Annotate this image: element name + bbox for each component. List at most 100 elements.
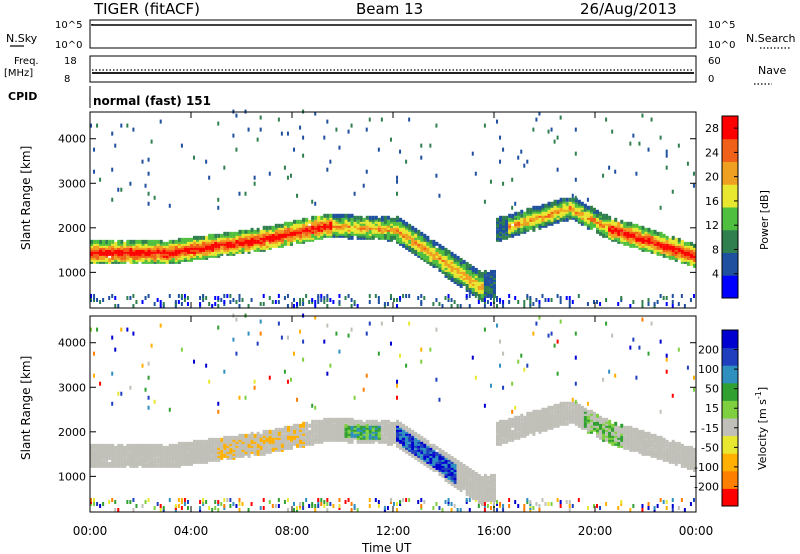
velocity-cell xyxy=(386,429,390,434)
velocity-cell xyxy=(277,435,281,440)
power-cell xyxy=(353,219,357,224)
power-cell xyxy=(389,219,393,224)
velocity-cell xyxy=(241,443,245,448)
velocity-cell xyxy=(417,449,421,454)
velocity-cell xyxy=(371,437,375,442)
velocity-cell xyxy=(241,439,245,444)
velocity-cell xyxy=(414,433,418,438)
power-cell xyxy=(199,241,203,246)
power-cell xyxy=(577,201,581,206)
power-cell xyxy=(456,304,459,308)
power-cell xyxy=(471,265,475,270)
power-cell xyxy=(123,241,127,246)
power-cell xyxy=(393,227,396,232)
power-cell xyxy=(626,231,630,236)
power-cell xyxy=(99,247,103,252)
power-cell xyxy=(453,265,457,270)
velocity-cell xyxy=(541,425,545,430)
power-cell xyxy=(162,253,166,258)
power-cell xyxy=(508,233,512,238)
velocity-cell xyxy=(659,409,662,414)
velocity-cell xyxy=(141,453,145,458)
power-cell xyxy=(486,271,490,276)
velocity-cell xyxy=(514,425,518,430)
velocity-cell xyxy=(465,465,469,470)
velocity-cell xyxy=(335,433,339,438)
velocity-cell xyxy=(580,419,584,424)
power-cell xyxy=(538,111,541,116)
power-cell xyxy=(268,237,272,242)
power-cell xyxy=(647,229,651,234)
velocity-cell xyxy=(277,441,281,446)
velocity-cell xyxy=(538,413,542,418)
power-cell xyxy=(550,201,554,206)
velocity-cell xyxy=(274,433,278,438)
power-cell xyxy=(486,277,490,282)
power-cell xyxy=(226,247,230,252)
velocity-cell xyxy=(574,421,578,426)
velocity-cell xyxy=(156,447,160,452)
velocity-cell xyxy=(420,437,424,442)
power-cell xyxy=(329,219,333,224)
power-cell xyxy=(408,239,412,244)
power-cell xyxy=(447,253,451,258)
velocity-cell xyxy=(502,429,506,434)
velocity-cell xyxy=(496,437,500,442)
power-cell xyxy=(435,255,439,260)
velocity-cell xyxy=(511,423,515,428)
power-cell xyxy=(250,231,254,236)
velocity-cell xyxy=(650,435,654,440)
velocity-cell xyxy=(608,439,612,444)
velocity-cell xyxy=(171,455,175,460)
power-cell xyxy=(686,245,690,250)
velocity-cell xyxy=(232,451,236,456)
velocity-cell xyxy=(320,437,324,442)
power-cell xyxy=(244,245,248,250)
velocity-cell xyxy=(323,419,327,424)
power-cell xyxy=(244,237,248,242)
power-cell xyxy=(423,237,427,242)
power-cell xyxy=(429,243,433,248)
velocity-cell xyxy=(235,441,239,446)
power-cell xyxy=(489,293,493,298)
velocity-cell xyxy=(193,453,197,458)
power-cell xyxy=(299,227,303,232)
velocity-cell xyxy=(180,447,184,452)
velocity-cell xyxy=(502,427,506,432)
power-cell xyxy=(280,231,284,236)
velocity-cell xyxy=(344,423,348,428)
power-cell xyxy=(462,263,466,268)
velocity-cell xyxy=(520,429,524,434)
velocity-cell xyxy=(308,431,312,436)
velocity-cell xyxy=(492,489,496,494)
velocity-cell xyxy=(308,441,312,446)
velocity-cell xyxy=(111,451,115,456)
power-cell xyxy=(529,221,533,226)
power-cell xyxy=(262,227,266,232)
power-cell xyxy=(235,249,239,254)
power-cell xyxy=(332,219,336,224)
velocity-cell xyxy=(562,407,566,412)
velocity-cell xyxy=(159,503,162,508)
power-cell xyxy=(583,211,587,216)
power-cell xyxy=(538,215,542,220)
power-cell xyxy=(547,297,550,302)
velocity-cell xyxy=(635,445,639,450)
velocity-cell xyxy=(408,439,412,444)
velocity-cell xyxy=(274,445,278,450)
power-cell xyxy=(293,223,297,228)
velocity-cell xyxy=(574,355,577,360)
power-cell xyxy=(502,219,506,224)
power-cell xyxy=(389,227,393,232)
power-cell xyxy=(356,219,360,224)
power-cell xyxy=(438,255,442,260)
velocity-cell xyxy=(99,461,103,466)
velocity-cell xyxy=(177,443,181,448)
velocity-cell xyxy=(329,429,333,434)
velocity-cell xyxy=(599,425,603,430)
power-cell xyxy=(368,235,372,240)
power-cell xyxy=(489,291,493,296)
velocity-cell xyxy=(399,445,403,450)
velocity-cell xyxy=(268,499,271,504)
power-cell xyxy=(517,227,521,232)
